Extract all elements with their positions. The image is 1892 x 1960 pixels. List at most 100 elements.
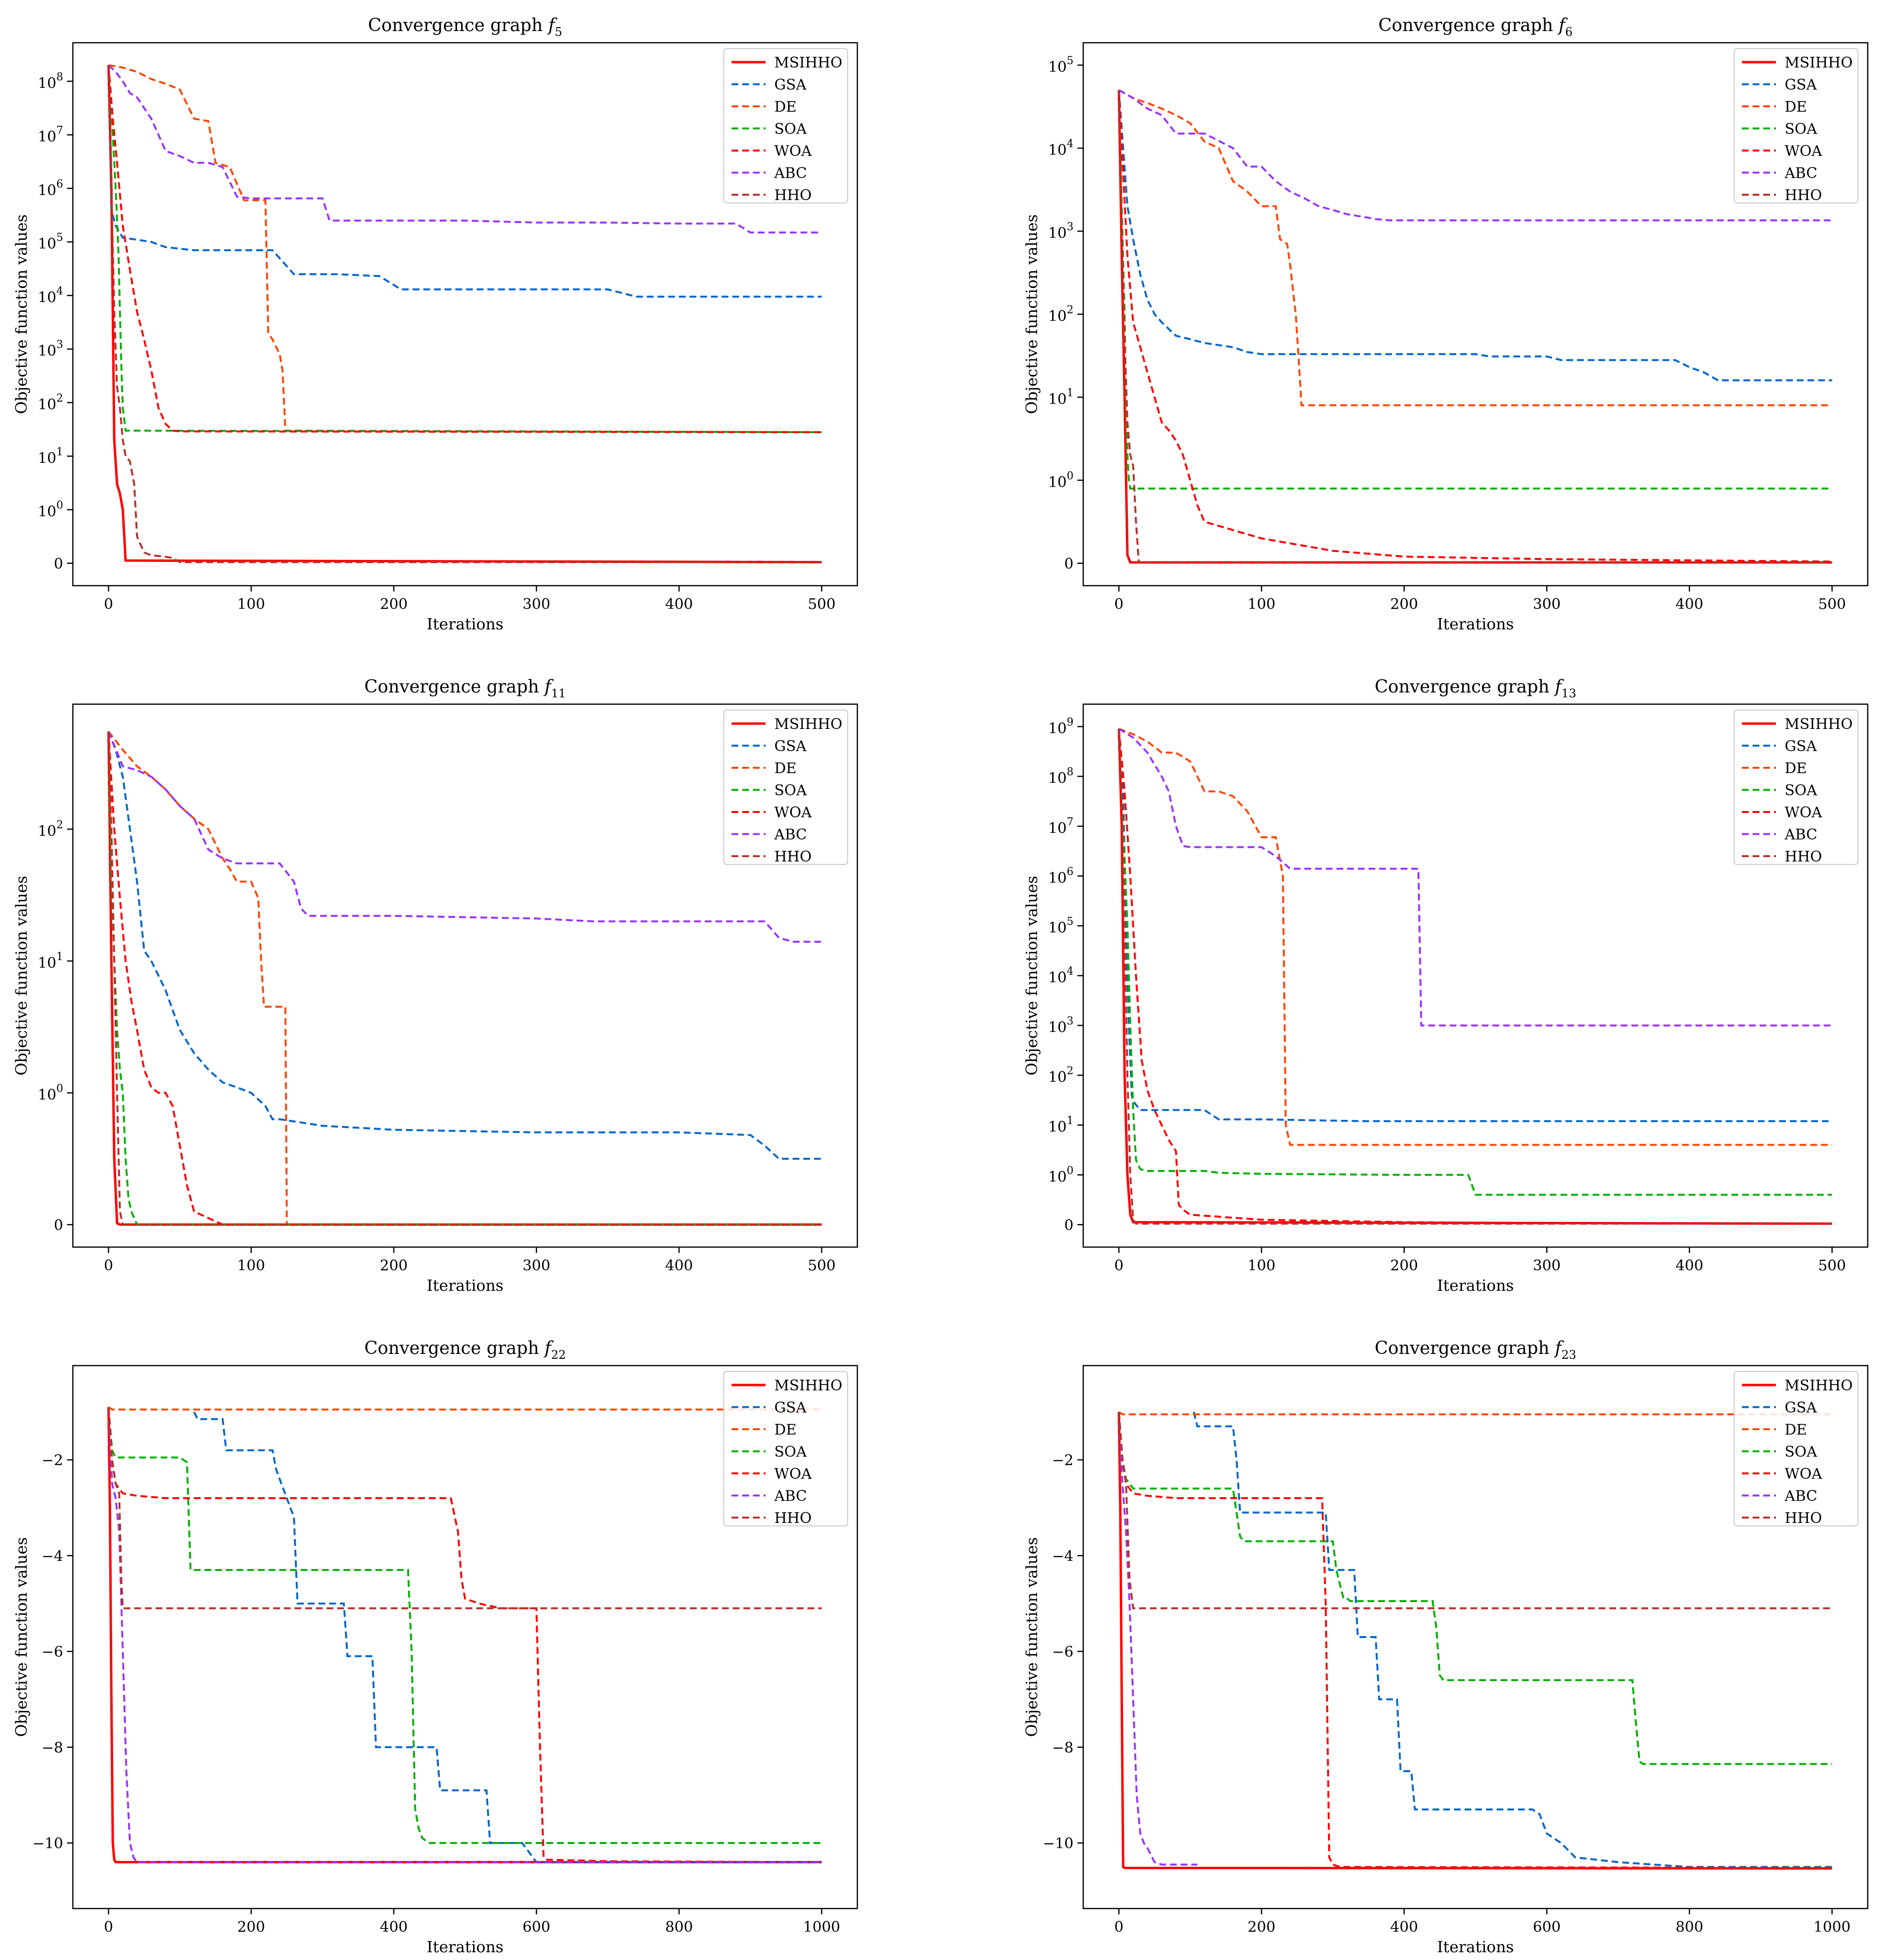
legend-label-msihho: MSIHHO — [1785, 54, 1853, 71]
series-line-de — [108, 64, 822, 433]
y-tick-label: 103 — [1048, 221, 1074, 242]
series-line-soa — [1118, 728, 1832, 1196]
x-axis-label: Iterations — [1437, 1276, 1514, 1295]
y-tick-label: −2 — [42, 1452, 63, 1469]
series-line-soa — [107, 731, 822, 1226]
chart-title: Convergence graph f22 — [364, 1338, 566, 1362]
x-tick-label: 200 — [237, 1919, 265, 1936]
legend-label-abc: ABC — [774, 165, 807, 182]
series-line-woa — [1118, 1412, 1832, 1869]
x-tick-label: 200 — [1390, 596, 1418, 613]
legend-label-abc: ABC — [1784, 165, 1817, 182]
y-axis-label: Objective function values — [12, 1537, 31, 1737]
y-tick-label: −6 — [1052, 1644, 1074, 1661]
legend-label-gsa: GSA — [1785, 77, 1817, 94]
series-line-hho — [1118, 1412, 1832, 1609]
x-tick-label: 100 — [1247, 1257, 1275, 1274]
y-tick-label: −10 — [1043, 1835, 1074, 1852]
y-tick-label: 105 — [38, 232, 63, 253]
legend-label-gsa: GSA — [1785, 738, 1817, 755]
series-line-soa — [1118, 90, 1832, 490]
legend-label-woa: WOA — [774, 804, 812, 821]
y-tick-label: 100 — [38, 500, 63, 521]
legend-label-abc: ABC — [774, 1488, 807, 1505]
y-tick-label: −8 — [42, 1740, 63, 1757]
x-tick-label: 300 — [1533, 1257, 1561, 1274]
series-line-gsa — [193, 1411, 822, 1863]
x-tick-label: 500 — [1818, 596, 1846, 613]
x-tick-label: 600 — [1533, 1919, 1561, 1936]
series-line-de — [1118, 1411, 1832, 1416]
series-line-abc — [1118, 89, 1832, 221]
y-tick-label: 106 — [1048, 866, 1074, 887]
y-tick-label: 103 — [38, 339, 63, 360]
axes-frame — [72, 1365, 858, 1909]
chart-6: 0 200 400 600 800 1000 −10 −8 −6 −4 −2 Convergence … — [1023, 1338, 1869, 1956]
x-tick-label: 600 — [523, 1919, 550, 1936]
legend-label-gsa: GSA — [774, 1400, 807, 1417]
series-line-abc — [1118, 1412, 1197, 1866]
legend: MSIHHO GSA DE SOA WOA ABC HHO — [1734, 48, 1858, 204]
series-line-woa — [107, 731, 822, 1226]
x-tick-label: 0 — [104, 1919, 113, 1936]
x-tick-label: 500 — [1818, 1257, 1846, 1274]
axes-frame — [1082, 1365, 1869, 1909]
legend-label-hho: HHO — [1785, 848, 1822, 865]
x-axis-label: Iterations — [1437, 615, 1514, 633]
y-tick-label: 100 — [1048, 470, 1074, 491]
y-tick-label: 102 — [1048, 304, 1074, 325]
legend-label-woa: WOA — [1785, 143, 1822, 160]
y-tick-label: 103 — [1048, 1015, 1074, 1036]
legend-label-hho: HHO — [774, 187, 812, 204]
x-axis-label: Iterations — [426, 615, 503, 633]
series-line-msihho — [1117, 90, 1832, 564]
legend-label-msihho: MSIHHO — [774, 1377, 842, 1394]
x-tick-label: 400 — [1390, 1919, 1418, 1936]
x-tick-label: 0 — [1114, 596, 1124, 613]
y-tick-label: 102 — [38, 819, 63, 840]
y-tick-label: 105 — [1048, 55, 1074, 76]
legend-box — [723, 1371, 848, 1526]
x-tick-label: 300 — [1533, 596, 1561, 613]
legend-label-abc: ABC — [1784, 1488, 1817, 1505]
y-tick-label: −4 — [1052, 1548, 1074, 1565]
x-tick-label: 0 — [1114, 1257, 1124, 1274]
y-tick-label: 106 — [38, 178, 63, 199]
y-axis-label: Objective function values — [1023, 214, 1041, 414]
y-tick-label: 100 — [38, 1082, 63, 1103]
y-tick-label: 101 — [1048, 1115, 1074, 1136]
chart-1: 0 100 200 300 400 500 0 100 101 102 103 104 105 106 10… — [12, 16, 858, 633]
x-tick-label: 100 — [237, 596, 265, 613]
x-tick-label: 100 — [237, 1257, 265, 1274]
series-group — [107, 64, 822, 564]
y-tick-label: 102 — [38, 392, 63, 413]
y-tick-label: 107 — [1048, 816, 1074, 837]
series-line-soa — [107, 1407, 822, 1844]
legend-label-woa: WOA — [1785, 804, 1822, 821]
legend-label-soa: SOA — [774, 782, 807, 799]
legend: MSIHHO GSA DE SOA WOA ABC HHO — [723, 48, 848, 204]
legend-label-soa: SOA — [774, 121, 807, 138]
series-line-woa — [1118, 90, 1832, 563]
legend-label-msihho: MSIHHO — [1785, 716, 1853, 733]
legend: MSIHHO GSA DE SOA WOA ABC HHO — [723, 1371, 848, 1527]
legend-label-msihho: MSIHHO — [1785, 1377, 1853, 1394]
series-line-gsa — [107, 731, 822, 1160]
legend-label-de: DE — [774, 99, 797, 116]
series-line-abc — [107, 1407, 822, 1863]
series-line-abc — [107, 731, 822, 943]
chart-title: Convergence graph f5 — [368, 16, 562, 39]
x-tick-label: 100 — [1247, 596, 1275, 613]
chart-2: 0 100 200 300 400 500 0 100 101 102 103 104 105 Conve… — [1023, 16, 1869, 633]
chart-5: 0 200 400 600 800 1000 −10 −8 −6 −4 −2 Convergence … — [12, 1338, 858, 1956]
x-tick-label: 200 — [1390, 1257, 1418, 1274]
y-axis-label: Objective function values — [12, 876, 31, 1075]
legend-label-hho: HHO — [1785, 1510, 1822, 1527]
legend: MSIHHO GSA DE SOA WOA ABC HHO — [1734, 1371, 1858, 1527]
series-line-abc — [1118, 728, 1832, 1027]
y-tick-label: 108 — [38, 71, 63, 92]
series-line-soa — [107, 65, 822, 433]
series-line-hho — [1118, 90, 1832, 564]
series-line-woa — [107, 65, 822, 433]
